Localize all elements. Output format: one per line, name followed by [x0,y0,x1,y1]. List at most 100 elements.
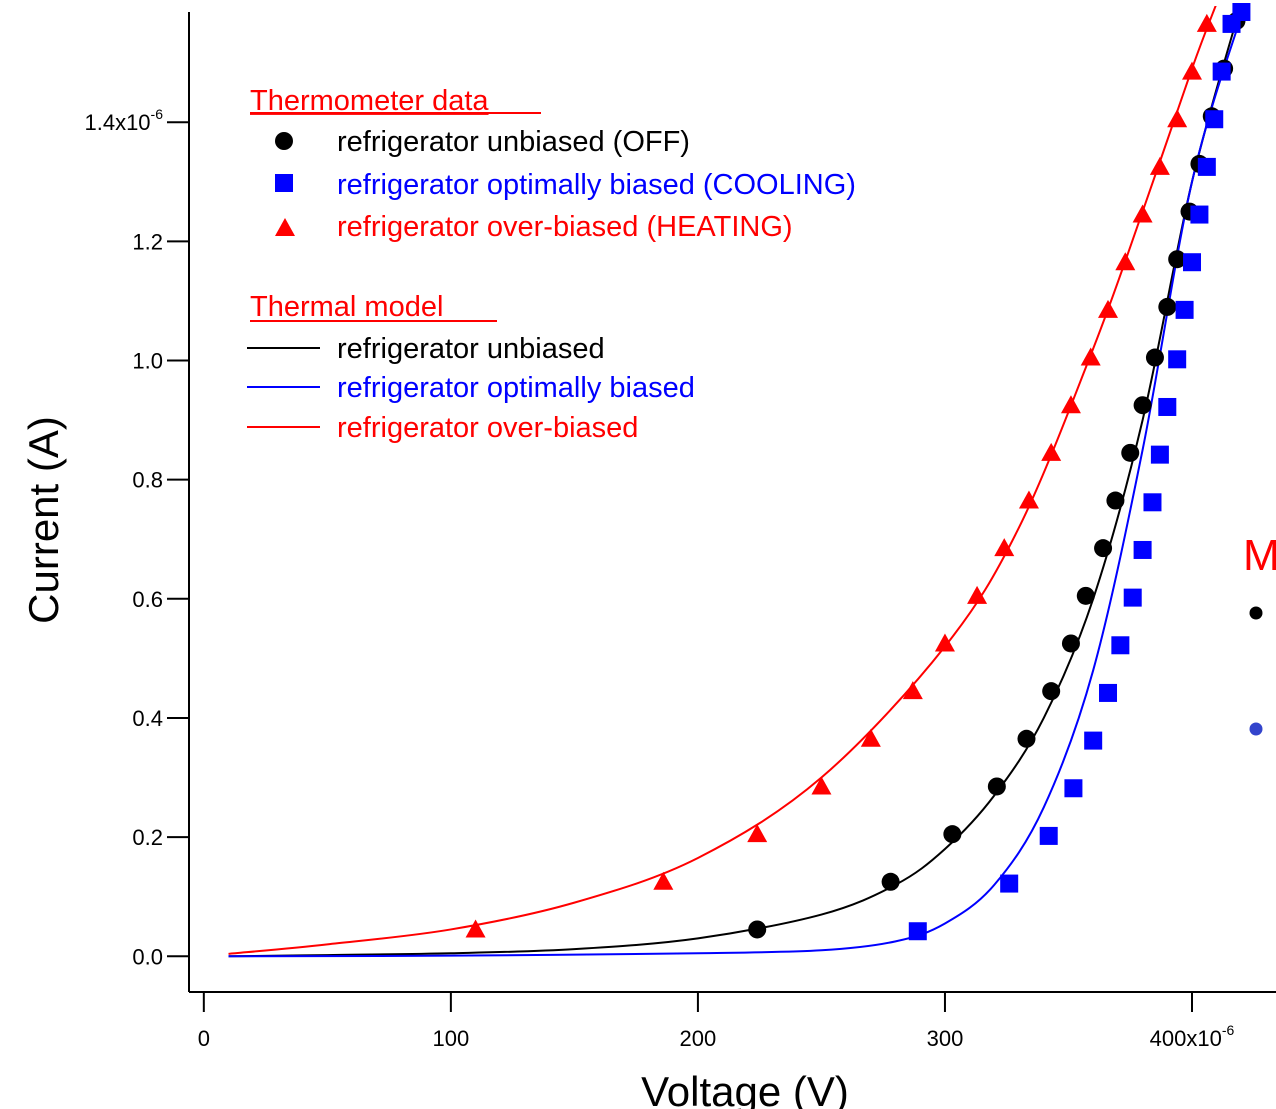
data-point-triangle [653,871,674,890]
data-point-circle [748,920,767,939]
data-point-triangle [934,633,955,652]
x-axis-title: Voltage (V) [641,1068,849,1109]
data-point-square [1232,3,1251,21]
data-point-square [1064,779,1083,798]
data-point-circle [1106,491,1125,510]
data-point-circle [1076,586,1095,605]
data-point-circle [1121,443,1140,462]
legend-data-heading: Thermometer data [250,85,489,117]
data-point-square [1205,110,1224,129]
data-point-circle [1017,729,1036,748]
data-point-circle [1042,682,1061,701]
data-markers [465,3,1251,941]
data-point-square [1084,731,1103,750]
y-tick-label: 1.2 [132,229,163,254]
x-ticks: 0 100 200 300 400x10-6 [198,992,1235,1051]
data-point-square [1183,253,1202,272]
data-point-circle [1094,539,1113,558]
cut-off-marker-black [1249,606,1263,620]
x-tick-label-text: 200 [680,1026,717,1051]
data-point-triangle [747,824,768,843]
data-point-circle [881,872,900,891]
data-point-circle [1133,396,1152,415]
data-point-triangle [1167,109,1188,128]
y-tick-label: 0.2 [132,825,163,850]
model-curve-line [228,6,1242,958]
data-point-square [1175,300,1194,319]
data-point-triangle [902,681,923,700]
data-point-triangle [1149,156,1170,175]
x-tick-label: 400x10-6 [1150,1022,1235,1051]
model-curve-line [228,14,1243,958]
data-point-square [1197,157,1216,176]
y-tick-label: 0.0 [132,944,163,969]
x-tick-label-text: 400x10 [1150,1026,1222,1051]
y-tick-label: 0.4 [132,706,163,731]
legend-model-label-overbiased: refrigerator over-biased [337,412,638,444]
data-point-square [1168,350,1187,369]
cut-off-legend: M [1243,531,1276,736]
data-point-circle [943,825,962,844]
data-point-square [1133,540,1152,559]
x-tick-label-text: 300 [927,1026,964,1051]
y-tick-label-text: 1.4x10 [84,110,150,135]
x-tick-label: 300 [927,1026,964,1051]
y-axis-title: Current (A) [20,416,67,624]
y-tick-label: 1.4x10-6 [84,106,163,135]
data-point-circle [1158,297,1177,316]
data-point-triangle [994,538,1015,557]
y-tick-label-text: 1.0 [132,349,163,374]
data-point-square [1099,683,1118,702]
data-point-triangle [1060,395,1081,414]
y-tick-label-text: 0.4 [132,706,163,731]
y-tick-label: 0.8 [132,468,163,493]
y-tick-exponent: -6 [151,106,164,122]
data-point-triangle [1182,61,1203,80]
y-tick-label-text: 0.2 [132,825,163,850]
data-point-triangle [1115,252,1136,271]
data-point-square [908,922,927,941]
cut-off-legend-letter: M [1243,531,1276,580]
y-tick-label-text: 0.8 [132,468,163,493]
data-point-triangle [967,585,988,604]
data-point-triangle [465,919,486,938]
legend-marker-circle [275,132,293,150]
data-point-square [1039,826,1058,845]
data-point-triangle [1098,299,1119,318]
x-tick-label: 100 [433,1026,470,1051]
data-point-triangle [1018,490,1039,509]
legend-marker-triangle [275,218,295,236]
y-tick-label: 0.6 [132,587,163,612]
x-tick-label-text: 0 [198,1026,210,1051]
data-point-square [1000,874,1019,893]
data-point-circle [987,777,1006,796]
data-point-triangle [860,728,881,747]
data-point-triangle [1041,442,1062,461]
x-tick-label: 0 [198,1026,210,1051]
data-point-square [1143,493,1162,512]
data-point-circle [1168,250,1187,269]
y-tick-label-text: 0.6 [132,587,163,612]
y-ticks: 0.0 0.2 0.4 0.6 0.8 1.0 1.2 1.4x10-6 [84,106,189,969]
data-point-triangle [1132,204,1153,223]
legend-marker-square [275,174,293,192]
data-point-circle [1061,634,1080,653]
data-point-square [1190,205,1209,224]
legend-data-label-cooling: refrigerator optimally biased (COOLING) [337,169,856,201]
cut-off-marker-blue [1249,722,1263,736]
data-point-square [1111,636,1130,655]
axes [188,12,1276,993]
x-tick-label: 200 [680,1026,717,1051]
data-point-square [1158,397,1177,416]
x-tick-label-text: 100 [433,1026,470,1051]
legend-model-label-optimal: refrigerator optimally biased [337,372,695,404]
legend-model-label-unbiased: refrigerator unbiased [337,333,605,365]
legend-model-heading: Thermal model [250,291,443,323]
data-point-square [1150,445,1169,464]
legend: Thermometer data refrigerator unbiased (… [247,85,856,444]
y-tick-label: 1.0 [132,349,163,374]
x-tick-exponent: -6 [1222,1022,1235,1038]
data-point-triangle [1196,13,1217,32]
y-tick-label-text: 0.0 [132,944,163,969]
